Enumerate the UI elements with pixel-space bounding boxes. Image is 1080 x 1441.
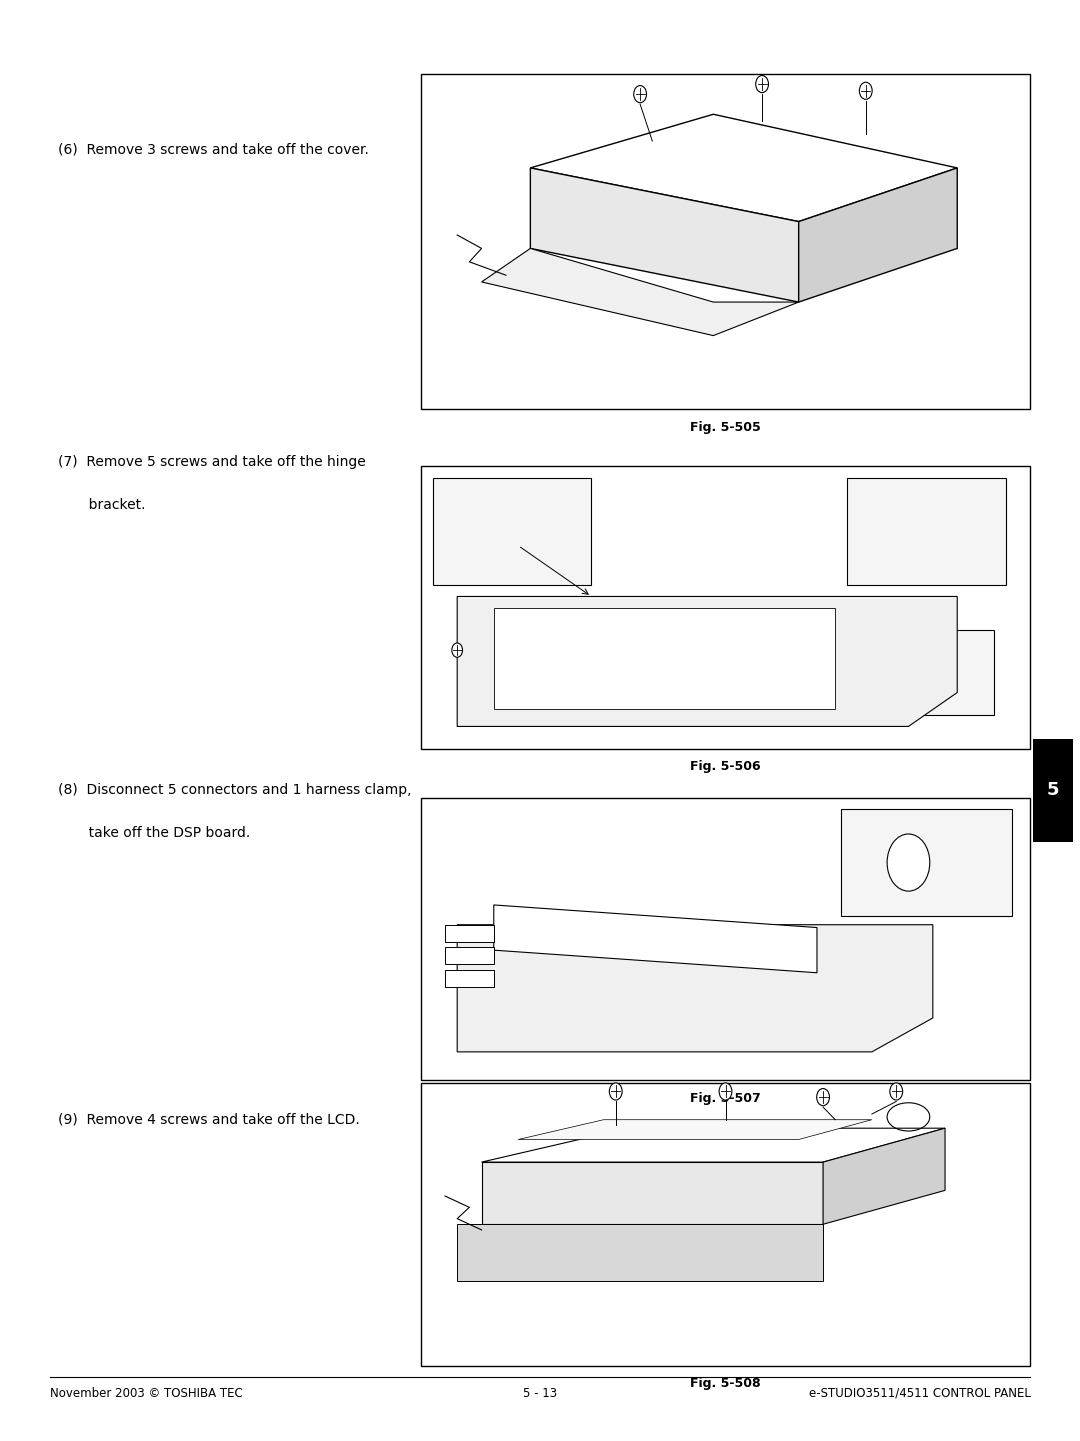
Text: Fig. 5-508: Fig. 5-508 (690, 1378, 760, 1391)
Bar (420, 797, 1030, 1081)
Polygon shape (482, 1161, 823, 1225)
Circle shape (634, 85, 647, 102)
Text: take off the DSP board.: take off the DSP board. (58, 826, 251, 840)
Polygon shape (494, 608, 835, 709)
Bar (1032, 739, 1074, 842)
Circle shape (887, 834, 930, 891)
Bar (841, 808, 1012, 916)
Text: (6)  Remove 3 screws and take off the cover.: (6) Remove 3 screws and take off the cov… (58, 143, 369, 157)
Bar (420, 467, 1030, 749)
Polygon shape (457, 1225, 823, 1281)
Polygon shape (482, 248, 799, 336)
Circle shape (451, 643, 462, 657)
Circle shape (609, 1082, 622, 1099)
Bar (848, 630, 994, 715)
Bar (848, 478, 1005, 585)
Polygon shape (482, 1128, 945, 1161)
Polygon shape (530, 114, 957, 222)
Polygon shape (457, 925, 933, 1052)
Polygon shape (494, 905, 816, 973)
Text: (8)  Disconnect 5 connectors and 1 harness clamp,: (8) Disconnect 5 connectors and 1 harnes… (58, 784, 411, 797)
Polygon shape (457, 597, 957, 726)
Polygon shape (823, 1128, 945, 1225)
Text: e-STUDIO3511/4511 CONTROL PANEL: e-STUDIO3511/4511 CONTROL PANEL (809, 1386, 1030, 1401)
Text: (9)  Remove 4 screws and take off the LCD.: (9) Remove 4 screws and take off the LCD… (58, 1112, 360, 1127)
Circle shape (890, 1082, 903, 1099)
Text: (7)  Remove 5 screws and take off the hinge: (7) Remove 5 screws and take off the hin… (58, 455, 366, 470)
Text: 5 - 13: 5 - 13 (523, 1386, 557, 1401)
Bar (445, 947, 494, 964)
Bar (445, 925, 494, 941)
Polygon shape (518, 1120, 872, 1140)
Bar (420, 1084, 1030, 1366)
Bar (420, 73, 1030, 409)
Text: Fig. 5-505: Fig. 5-505 (690, 421, 761, 434)
Text: 5: 5 (1047, 781, 1059, 800)
Circle shape (816, 1088, 829, 1105)
Polygon shape (799, 169, 957, 303)
Text: Fig. 5-506: Fig. 5-506 (690, 761, 760, 774)
Circle shape (756, 75, 769, 92)
Text: bracket.: bracket. (58, 499, 146, 512)
Circle shape (719, 1082, 732, 1099)
Text: Fig. 5-507: Fig. 5-507 (690, 1091, 761, 1105)
Bar (445, 970, 494, 987)
Bar (433, 478, 592, 585)
Text: November 2003 © TOSHIBA TEC: November 2003 © TOSHIBA TEC (50, 1386, 242, 1401)
Polygon shape (530, 169, 799, 303)
Circle shape (860, 82, 873, 99)
